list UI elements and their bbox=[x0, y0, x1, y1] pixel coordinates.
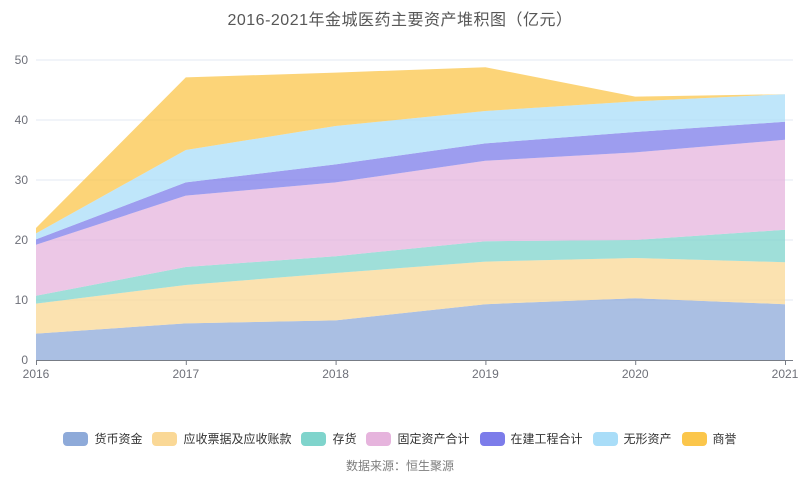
y-axis-label-50: 50 bbox=[15, 53, 29, 67]
legend-item-3[interactable]: 固定资产合计 bbox=[366, 432, 470, 446]
legend-swatch-icon bbox=[479, 432, 505, 446]
chart-title: 2016-2021年金城医药主要资产堆积图（亿元） bbox=[227, 12, 573, 29]
x-axis: 2016 2017 2018 2019 2020 2021 bbox=[23, 360, 799, 381]
legend-item-4[interactable]: 在建工程合计 bbox=[479, 432, 583, 446]
legend-label: 无形资产 bbox=[623, 432, 672, 446]
legend-label: 商誉 bbox=[712, 432, 737, 446]
legend-label: 货币资金 bbox=[94, 432, 143, 446]
data-source-note: 数据来源：恒生聚源 bbox=[345, 459, 454, 473]
legend-item-5[interactable]: 无形资产 bbox=[592, 432, 672, 446]
y-axis-label-20: 20 bbox=[15, 233, 29, 247]
legend-swatch-icon bbox=[301, 432, 327, 446]
area-series-6[interactable] bbox=[36, 67, 785, 234]
area-series-2[interactable] bbox=[36, 229, 785, 304]
x-axis-label-2020: 2020 bbox=[622, 367, 649, 381]
x-axis-label-2018: 2018 bbox=[322, 367, 349, 381]
stacked-area-chart[interactable]: 2016 2017 2018 2019 2020 2021 0 10 20 30 40 50 bbox=[0, 0, 800, 420]
x-axis-label-2017: 2017 bbox=[172, 367, 199, 381]
legend-swatch-icon bbox=[152, 432, 178, 446]
chart-legend: 货币资金 应收票据及应收账款 存货 固定资产合计 在建工程合计 无形资产 商誉 bbox=[0, 430, 800, 448]
legend-label: 固定资产合计 bbox=[397, 432, 470, 446]
x-axis-label-2016: 2016 bbox=[23, 367, 50, 381]
y-axis: 0 10 20 30 40 50 bbox=[15, 53, 29, 367]
y-axis-label-0: 0 bbox=[21, 353, 28, 367]
legend-swatch-icon bbox=[63, 432, 89, 446]
area-series-4[interactable] bbox=[36, 121, 785, 245]
legend-swatch-icon bbox=[366, 432, 392, 446]
legend-swatch-icon bbox=[592, 432, 618, 446]
y-axis-label-40: 40 bbox=[15, 113, 29, 127]
y-axis-label-30: 30 bbox=[15, 173, 29, 187]
area-series-0[interactable] bbox=[36, 298, 785, 360]
y-axis-label-10: 10 bbox=[15, 293, 29, 307]
legend-item-6[interactable]: 商誉 bbox=[681, 432, 737, 446]
x-axis-label-2021: 2021 bbox=[772, 367, 799, 381]
area-series-5[interactable] bbox=[36, 94, 785, 240]
legend-item-0[interactable]: 货币资金 bbox=[63, 432, 142, 446]
area-series-3[interactable] bbox=[36, 139, 785, 296]
legend-label: 存货 bbox=[332, 432, 357, 446]
legend-item-1[interactable]: 应收票据及应收账款 bbox=[152, 432, 291, 446]
legend-swatch-icon bbox=[681, 432, 707, 446]
area-series-1[interactable] bbox=[36, 258, 785, 334]
legend-label: 应收票据及应收账款 bbox=[183, 432, 292, 446]
x-axis-label-2019: 2019 bbox=[472, 367, 499, 381]
area-series-group[interactable] bbox=[36, 67, 785, 360]
legend-label: 在建工程合计 bbox=[510, 432, 583, 446]
legend-item-2[interactable]: 存货 bbox=[301, 432, 356, 446]
